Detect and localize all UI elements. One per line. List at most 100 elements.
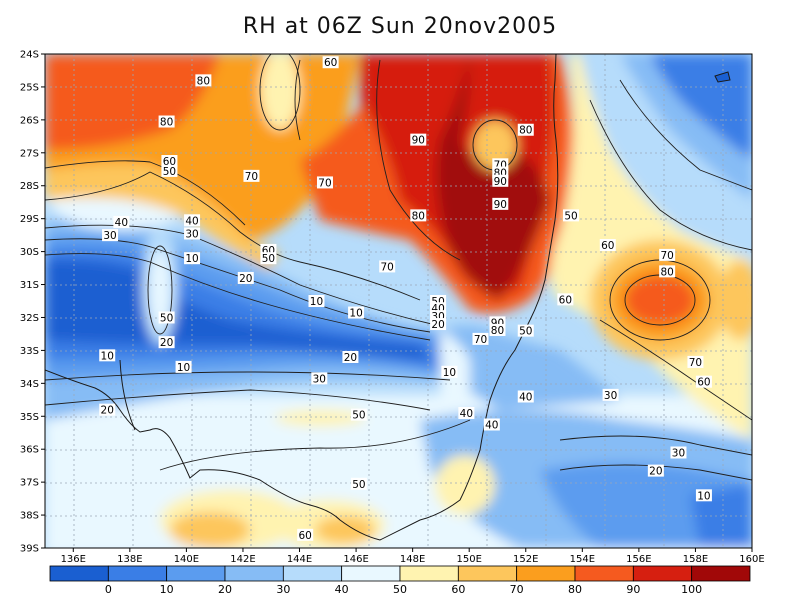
contour-label: 70 (381, 261, 394, 273)
colorbar-swatch (399, 565, 459, 582)
contour-label: 10 (349, 308, 362, 320)
colorbar-swatch (49, 565, 109, 582)
lat-label: 35S (20, 412, 39, 423)
contour-label: 60 (697, 377, 710, 389)
coastline (45, 54, 559, 541)
contour-label: 60 (601, 240, 614, 252)
contour-label-bg (695, 489, 712, 502)
contour-label-bg (102, 229, 119, 242)
contour-label: 90 (494, 176, 507, 188)
contour-label-bg (161, 164, 178, 177)
contour-label-bg (517, 390, 534, 403)
contour-label: 70 (660, 250, 673, 262)
lon-label: 158E (683, 554, 708, 565)
contour-label: 50 (564, 210, 577, 222)
contour-label: 80 (412, 210, 425, 222)
colorbar-swatch (516, 565, 576, 582)
contour-label-bg (322, 56, 339, 69)
contour-label-bg (161, 155, 178, 168)
colorbar-swatch (341, 565, 401, 582)
lat-label: 33S (20, 346, 39, 357)
colorbar-tick-label: 80 (568, 583, 582, 596)
contour-label-bg (602, 388, 619, 401)
contour-label-bg (441, 365, 458, 378)
contour-label: 30 (604, 390, 617, 402)
contour-label: 40 (460, 408, 473, 420)
contour-label-bg (492, 174, 509, 187)
contour-label: 10 (443, 367, 456, 379)
contour-label-bg (350, 408, 367, 421)
contour-label-bg (158, 336, 175, 349)
contour-label: 70 (689, 357, 702, 369)
contour-label: 90 (494, 199, 507, 211)
colorbar-tick-label: 40 (335, 583, 349, 596)
contour-label-bg (670, 446, 687, 459)
contour-label-bg (695, 375, 712, 388)
lon-label: 136E (61, 554, 86, 565)
contour-label: 50 (352, 410, 365, 422)
lat-label: 34S (20, 379, 39, 390)
contour-label-bg (350, 477, 367, 490)
lat-label: 31S (20, 280, 39, 291)
lon-label: 140E (174, 554, 199, 565)
plot-frame (44, 53, 753, 549)
lat-label: 32S (20, 313, 39, 324)
lon-label: 156E (626, 554, 651, 565)
lon-label: 160E (739, 554, 764, 565)
colorbar-tick-label: 60 (451, 583, 465, 596)
lon-label: 152E (513, 554, 538, 565)
contour-label: 20 (160, 337, 173, 349)
lon-label: 146E (343, 554, 368, 565)
contour-label: 30 (672, 447, 685, 459)
contour-label-bg (99, 349, 116, 362)
contour-label-bg (297, 528, 314, 541)
contour-label-bg (489, 323, 506, 336)
contour-label: 40 (115, 217, 128, 229)
colorbar-tick-label: 70 (510, 583, 524, 596)
contour-label-bg (158, 311, 175, 324)
colorbar-swatch (574, 565, 634, 582)
lon-label: 144E (287, 554, 312, 565)
contour-label-bg (472, 332, 489, 345)
contour-label-bg (557, 293, 574, 306)
contour-label-bg (492, 197, 509, 210)
contour-label: 10 (177, 362, 190, 374)
lat-label: 24S (20, 50, 39, 61)
contour-label: 70 (474, 334, 487, 346)
contour-label: 50 (352, 479, 365, 491)
colorbar-swatch (166, 565, 226, 582)
colorbar-tick-label: 30 (276, 583, 290, 596)
contour-label: 60 (298, 530, 311, 542)
map-title: RH at 06Z Sun 20nov2005 (242, 14, 558, 39)
contour-label: 10 (310, 296, 323, 308)
contour-label-bg (316, 176, 333, 189)
contour-label-bg (517, 324, 534, 337)
colorbar-tick-label: 20 (218, 583, 232, 596)
contour-label: 50 (160, 312, 173, 324)
contour-label: 70 (245, 171, 258, 183)
contour-label: 50 (163, 166, 176, 178)
contour-label-bg (647, 464, 664, 477)
contour-label: 30 (103, 230, 116, 242)
contour-label-bg (113, 215, 130, 228)
colorbar-swatch (632, 565, 693, 582)
contour-label: 50 (262, 253, 275, 265)
contour-label: 20 (344, 352, 357, 364)
contour-label-bg (99, 403, 116, 416)
contour-label-bg (379, 260, 396, 273)
contour-label-bg (195, 74, 212, 87)
lon-label: 154E (570, 554, 595, 565)
colorbar-tick-label: 90 (626, 583, 640, 596)
colorbar-swatch (107, 565, 168, 582)
contour-label: 80 (660, 266, 673, 278)
contour-label: 80 (519, 125, 532, 137)
contour-label: 20 (101, 405, 114, 417)
contour-label: 40 (185, 215, 198, 227)
contour-label-bg (348, 306, 365, 319)
contour-label-bg (483, 418, 500, 431)
contour-label: 70 (318, 177, 331, 189)
lat-label: 30S (20, 247, 39, 258)
contour-label: 20 (239, 273, 252, 285)
